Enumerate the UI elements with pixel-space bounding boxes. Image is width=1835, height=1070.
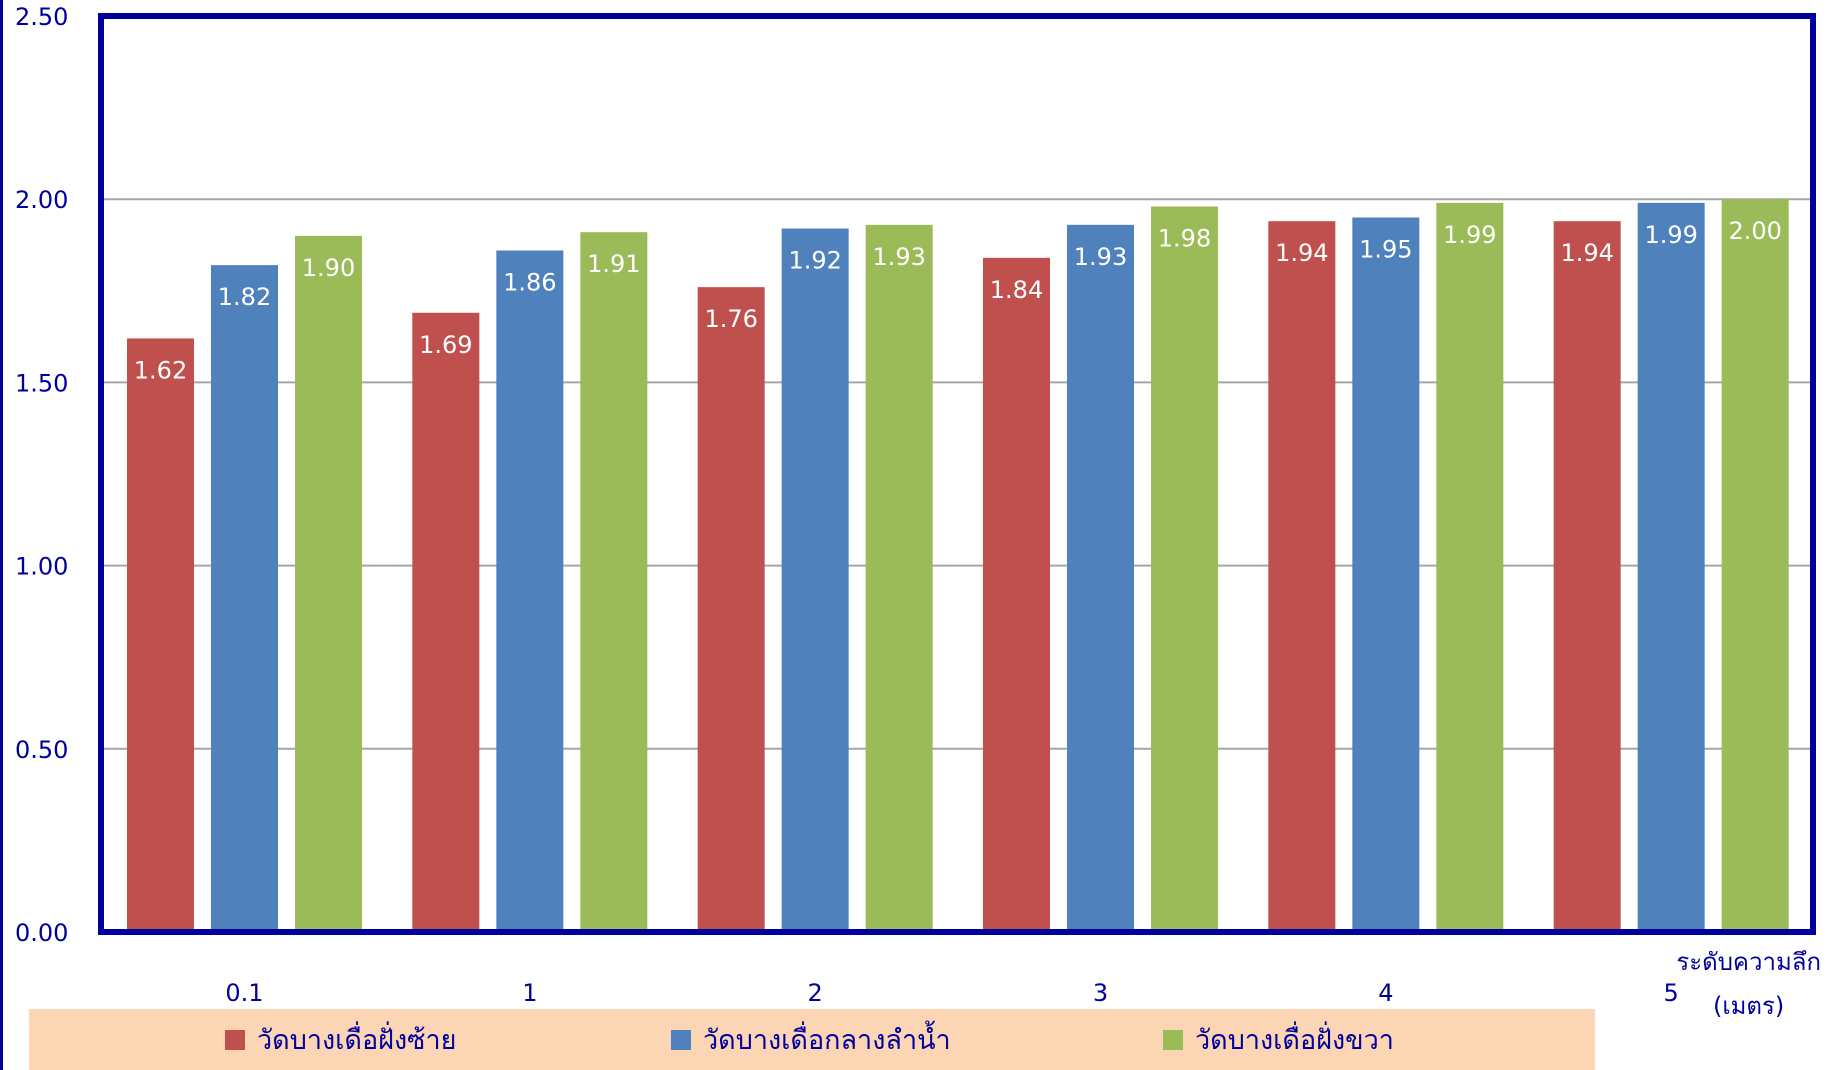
legend-swatch-blue bbox=[671, 1029, 691, 1050]
data-label: 1.93 bbox=[1074, 243, 1127, 271]
y-tick-label: 1.00 bbox=[15, 553, 68, 581]
legend-item-right-bank: วัดบางเดื่อฝั่งขวา bbox=[1163, 1009, 1394, 1070]
data-label: 1.69 bbox=[419, 331, 472, 359]
bar bbox=[983, 257, 1050, 933]
data-label: 1.98 bbox=[1158, 225, 1211, 253]
y-tick-label: 2.50 bbox=[15, 3, 68, 31]
data-label: 1.90 bbox=[302, 254, 355, 282]
x-axis-title-line1: ระดับความลึก bbox=[1676, 948, 1821, 976]
x-tick-label: 0.1 bbox=[225, 979, 263, 1007]
bar bbox=[1721, 199, 1789, 932]
bar bbox=[865, 224, 933, 932]
data-label: 1.62 bbox=[134, 356, 187, 384]
bar bbox=[1151, 206, 1218, 932]
data-label: 1.76 bbox=[704, 305, 757, 333]
legend-item-left-bank: วัดบางเดื่อฝั่งซ้าย bbox=[225, 1009, 456, 1070]
data-label: 1.99 bbox=[1443, 221, 1496, 249]
bar bbox=[1436, 202, 1504, 932]
bar bbox=[1352, 217, 1420, 932]
legend-swatch-red bbox=[225, 1029, 245, 1050]
x-tick-label: 4 bbox=[1378, 979, 1393, 1007]
bar bbox=[580, 232, 648, 932]
data-label: 1.94 bbox=[1275, 239, 1328, 267]
x-tick-label: 1 bbox=[522, 979, 537, 1007]
x-tick-label: 3 bbox=[1093, 979, 1108, 1007]
bar bbox=[1637, 202, 1705, 932]
bar-chart: 0.00 0.50 1.00 1.50 2.00 2.50 1.62 1.82 1.90 0.1 1… bbox=[15, 3, 1816, 1007]
data-label: 2.00 bbox=[1728, 217, 1781, 245]
legend: วัดบางเดื่อฝั่งซ้าย วัดบางเดื่อกลางลำน้ำ… bbox=[29, 1009, 1595, 1070]
y-tick-label: 2.00 bbox=[15, 186, 68, 214]
legend-item-mid-river: วัดบางเดื่อกลางลำน้ำ bbox=[671, 1009, 951, 1070]
bar bbox=[127, 338, 194, 932]
bar bbox=[697, 287, 765, 932]
y-tick-label: 0.00 bbox=[15, 919, 68, 947]
data-label: 1.94 bbox=[1560, 239, 1613, 267]
y-tick-label: 0.50 bbox=[15, 736, 68, 764]
plot-frame bbox=[98, 13, 1816, 935]
data-label: 1.92 bbox=[788, 247, 841, 275]
bar bbox=[412, 312, 480, 932]
data-label: 1.82 bbox=[218, 283, 271, 311]
bar bbox=[781, 228, 849, 933]
y-tick-label: 1.50 bbox=[15, 369, 68, 397]
data-label: 1.93 bbox=[872, 243, 925, 271]
data-label: 1.99 bbox=[1644, 221, 1697, 249]
legend-label-left-bank: วัดบางเดื่อฝั่งซ้าย bbox=[257, 1025, 457, 1056]
x-axis-title-line2: (เมตร) bbox=[1713, 992, 1785, 1020]
data-label: 1.95 bbox=[1359, 236, 1412, 264]
legend-label-right-bank: วัดบางเดื่อฝั่งขวา bbox=[1195, 1025, 1394, 1056]
legend-label-mid-river: วัดบางเดื่อกลางลำน้ำ bbox=[703, 1025, 951, 1056]
bar bbox=[295, 235, 362, 933]
bar bbox=[1067, 224, 1134, 932]
bar bbox=[211, 265, 278, 933]
bar bbox=[496, 250, 564, 933]
legend-swatch-green bbox=[1163, 1029, 1183, 1050]
bar bbox=[1553, 221, 1621, 932]
x-tick-label: 5 bbox=[1664, 979, 1679, 1007]
data-label: 1.86 bbox=[503, 268, 556, 296]
x-tick-label: 2 bbox=[808, 979, 823, 1007]
bar bbox=[1268, 221, 1336, 932]
x-axis-title: ระดับความลึก (เมตร) bbox=[1676, 940, 1821, 1028]
data-label: 1.84 bbox=[990, 276, 1043, 304]
data-label: 1.91 bbox=[587, 250, 640, 278]
